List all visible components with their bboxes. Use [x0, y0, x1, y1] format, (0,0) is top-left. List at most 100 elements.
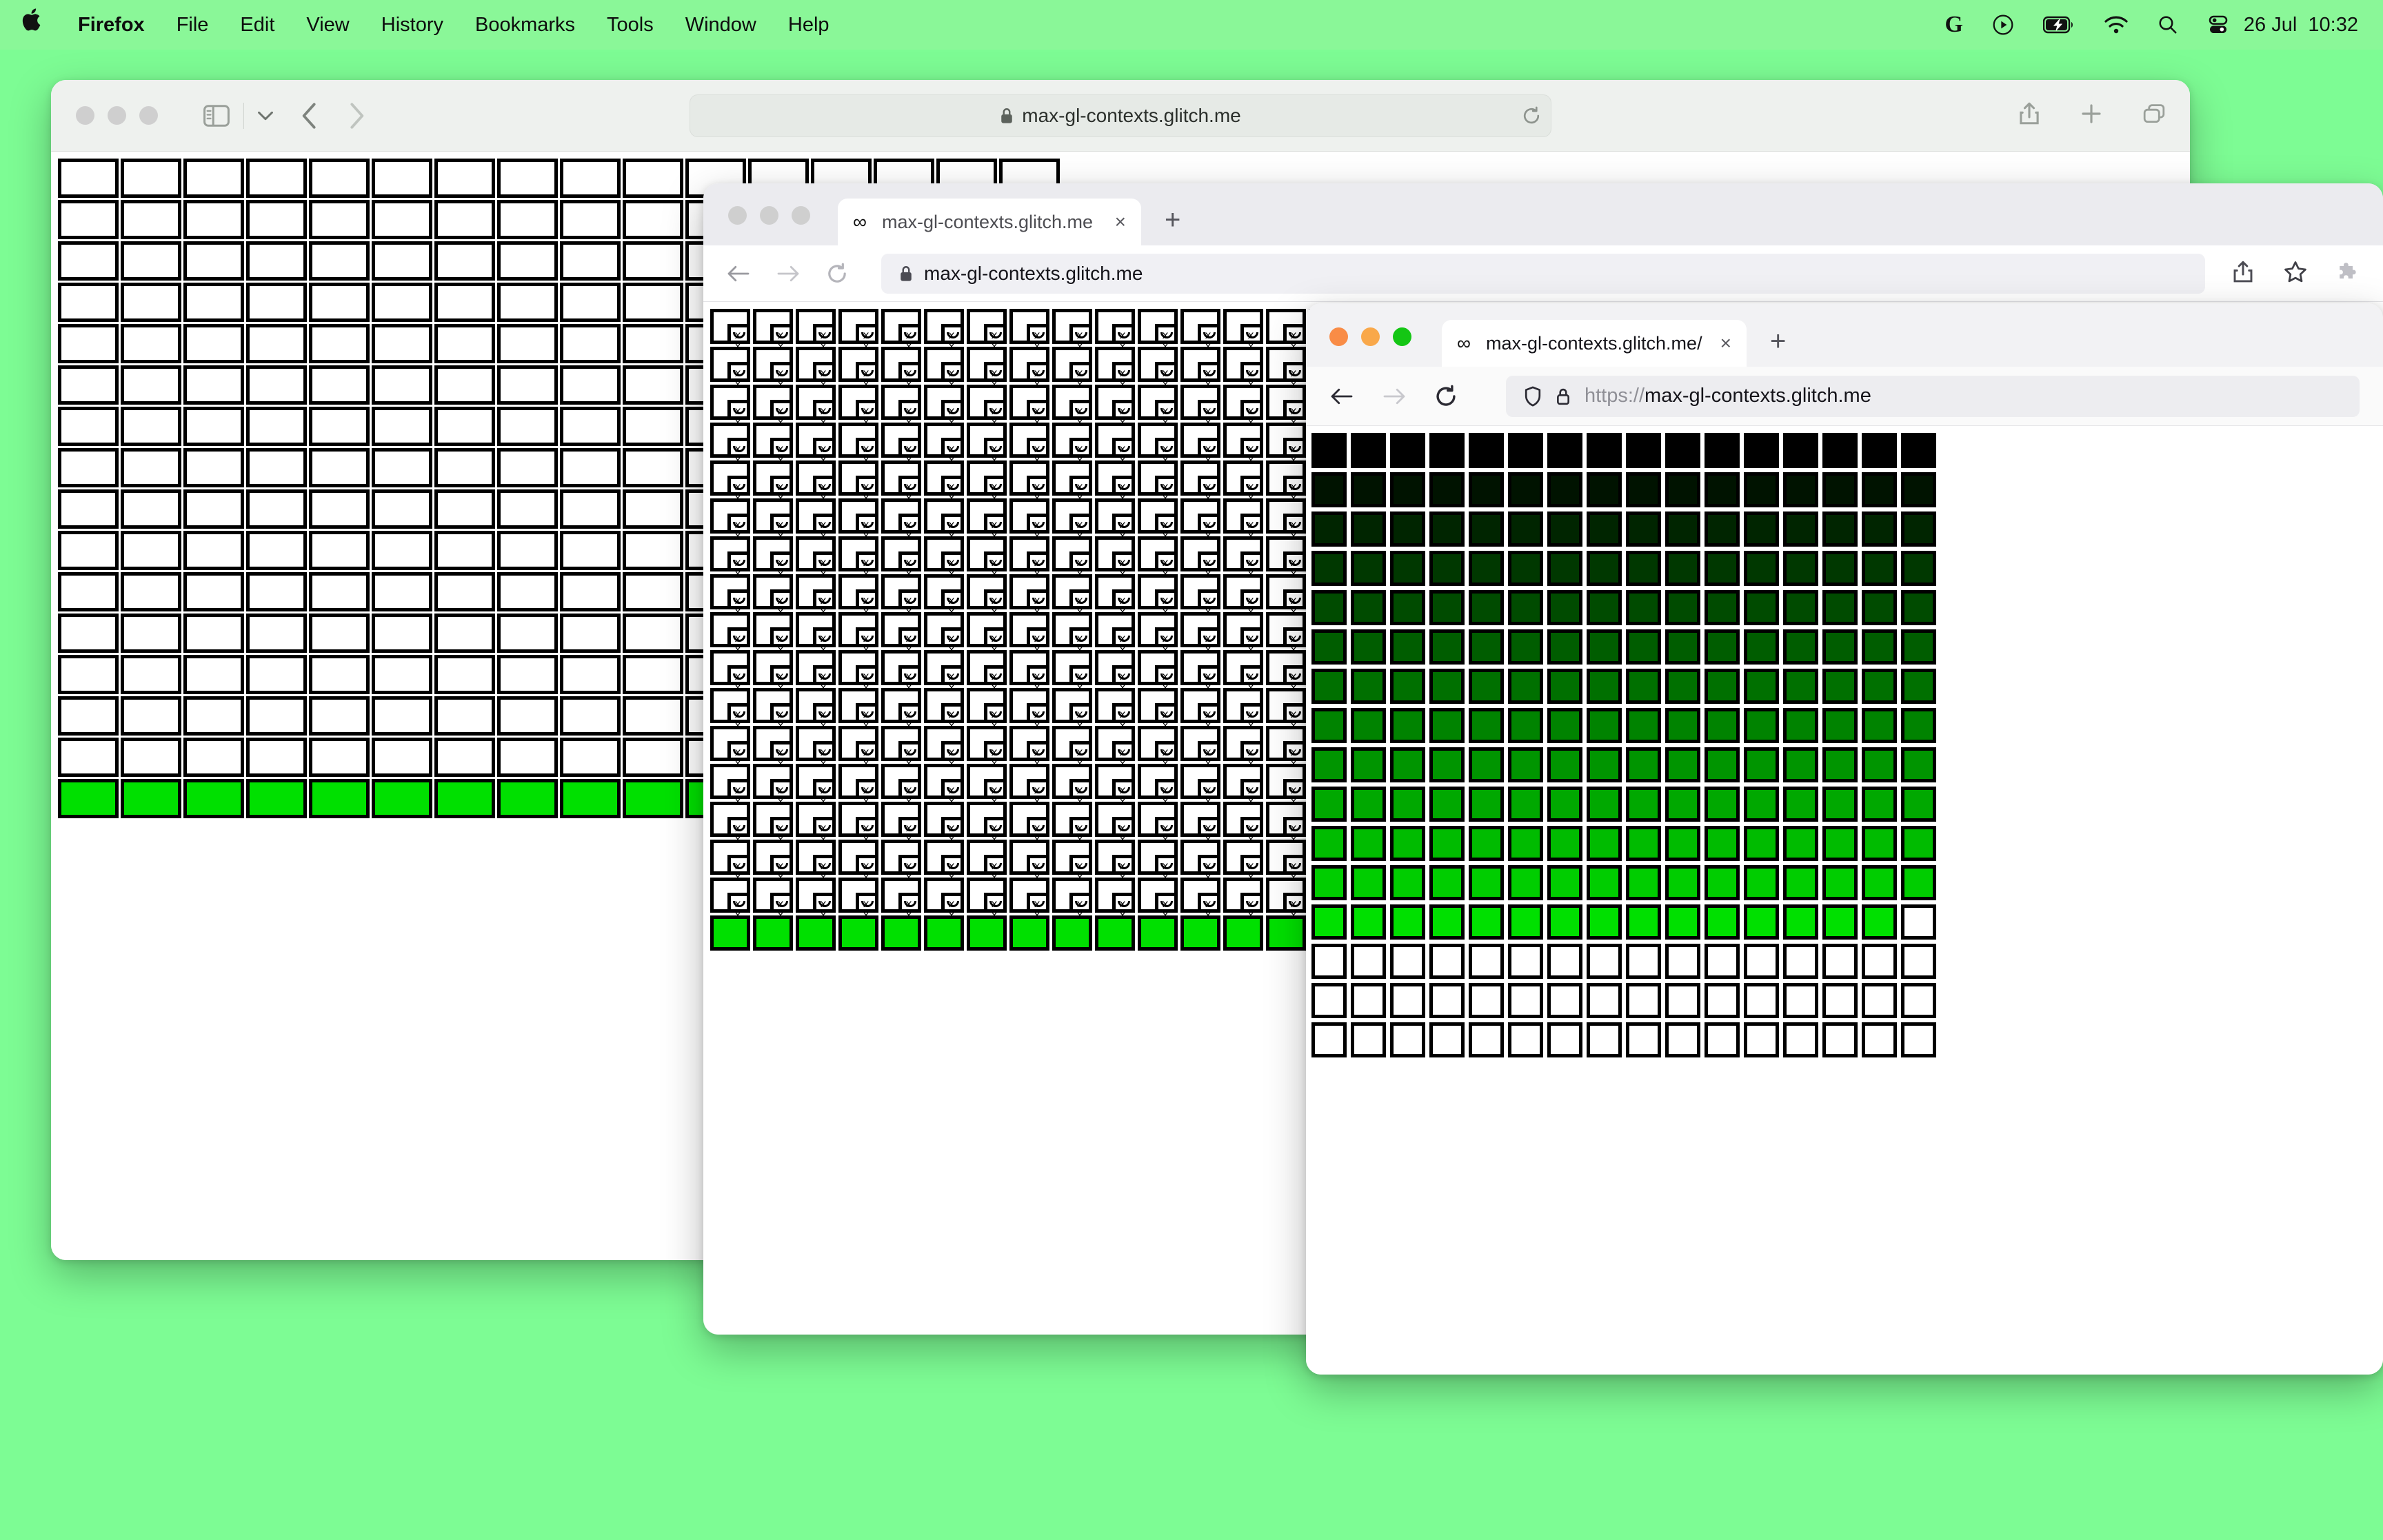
forward-arrow-icon[interactable] — [1382, 387, 1407, 406]
share-icon[interactable] — [2019, 101, 2040, 130]
plus-icon[interactable] — [2081, 103, 2102, 128]
broken-canvas-sad-face-icon: x x — [1223, 612, 1263, 656]
tab-overview-icon[interactable] — [2143, 103, 2165, 128]
menu-item-bookmarks[interactable]: Bookmarks — [474, 13, 576, 36]
new-tab-button[interactable]: + — [1769, 326, 1787, 356]
sad-face-icon: x x — [898, 324, 918, 352]
webgl-context-cell — [967, 915, 1007, 951]
maximize-button[interactable] — [1393, 327, 1411, 346]
broken-canvas-sad-face-icon: x x — [1095, 460, 1135, 504]
sad-face-icon: x x — [1240, 779, 1260, 807]
shield-icon[interactable] — [1524, 386, 1542, 407]
back-arrow-icon[interactable] — [727, 264, 750, 283]
menu-item-firefox[interactable]: Firefox — [78, 13, 145, 36]
firefox-address-bar-front[interactable]: https://max-gl-contexts.glitch.me — [1506, 375, 2360, 417]
sad-face-mouth — [861, 787, 874, 794]
sad-face-mouth — [1203, 598, 1216, 605]
share-icon[interactable] — [2233, 260, 2253, 287]
menu-item-help[interactable]: Help — [787, 13, 829, 36]
menu-bar-clock[interactable]: 26 Jul 10:32 — [2244, 14, 2383, 37]
menu-item-history[interactable]: History — [381, 13, 443, 36]
webgl-context-cell — [623, 283, 683, 322]
google-g-icon[interactable]: G — [1930, 12, 1977, 38]
sad-face-icon: x x — [813, 893, 832, 921]
window-traffic-lights[interactable] — [1329, 327, 1411, 346]
menu-item-tools[interactable]: Tools — [607, 13, 654, 36]
sad-face-mouth — [903, 787, 916, 794]
puzzle-piece-icon[interactable] — [2337, 261, 2360, 286]
sad-face-icon: x x — [1112, 665, 1132, 693]
webgl-context-cell — [58, 365, 119, 405]
sad-face-icon: x x — [856, 476, 875, 504]
webgl-context-cell — [497, 241, 558, 281]
webgl-context-cell — [1587, 433, 1622, 468]
menu-item-file[interactable]: File — [176, 13, 209, 36]
control-center-icon[interactable] — [2193, 14, 2244, 36]
browser-tab[interactable]: ∞ max-gl-contexts.glitch.me × — [838, 199, 1141, 245]
close-tab-icon[interactable]: × — [1720, 332, 1731, 354]
sad-face-icon: x x — [1198, 665, 1217, 693]
maximize-button[interactable] — [792, 206, 810, 225]
close-button[interactable] — [1329, 327, 1348, 346]
broken-canvas-sad-face-icon: x x — [753, 536, 793, 580]
safari-address-bar[interactable]: max-gl-contexts.glitch.me — [690, 94, 1551, 137]
back-arrow-icon[interactable] — [301, 102, 319, 130]
new-tab-button[interactable]: + — [1165, 205, 1181, 235]
sad-face-icon: x x — [856, 589, 875, 618]
sad-face-icon: x x — [984, 514, 1003, 542]
battery-charging-icon[interactable] — [2029, 16, 2089, 34]
broken-canvas-sad-face-icon: x x — [1095, 840, 1135, 883]
menu-item-view[interactable]: View — [306, 13, 350, 36]
sad-face-icon: x x — [1069, 514, 1089, 542]
webgl-context-cell — [183, 159, 244, 198]
sad-face-mouth — [732, 522, 745, 529]
sad-face-mouth — [946, 332, 959, 339]
reload-icon[interactable] — [1522, 106, 1541, 125]
close-button[interactable] — [728, 206, 747, 225]
broken-canvas-sad-face-icon: x x — [1009, 726, 1049, 769]
lock-icon[interactable] — [1556, 387, 1571, 405]
broken-canvas-sad-face-icon: x x — [710, 460, 750, 504]
forward-arrow-icon[interactable] — [776, 264, 800, 283]
broken-canvas-sad-face-icon: x x — [924, 536, 964, 580]
close-button[interactable] — [76, 106, 94, 125]
sad-face-mouth — [946, 598, 959, 605]
broken-canvas-sad-face-icon: x x — [710, 650, 750, 693]
broken-canvas-sad-face-icon: x x — [1095, 309, 1135, 352]
webgl-context-cell — [1351, 669, 1386, 704]
sad-face-icon: x x — [1240, 817, 1260, 845]
sidebar-icon[interactable] — [203, 104, 230, 127]
star-icon[interactable] — [2284, 261, 2307, 286]
close-tab-icon[interactable]: × — [1114, 211, 1126, 232]
broken-canvas-sad-face-icon: x x — [881, 460, 921, 504]
menu-item-edit[interactable]: Edit — [240, 13, 275, 36]
play-circle-icon[interactable] — [1978, 14, 2029, 36]
sad-face-icon: x x — [1283, 362, 1303, 390]
minimize-button[interactable] — [108, 106, 126, 125]
maximize-button[interactable] — [139, 106, 158, 125]
minimize-button[interactable] — [1361, 327, 1380, 346]
wifi-icon[interactable] — [2089, 15, 2143, 34]
search-icon[interactable] — [2143, 14, 2193, 35]
apple-menu-icon[interactable] — [21, 8, 41, 38]
webgl-context-cell — [497, 448, 558, 487]
chevron-down-icon[interactable] — [258, 110, 273, 121]
webgl-context-cell — [1626, 904, 1661, 940]
forward-arrow-icon[interactable] — [348, 102, 365, 130]
sad-face-icon: x x — [898, 514, 918, 542]
sad-face-icon: x x — [984, 665, 1003, 693]
firefox-address-bar-middle[interactable]: max-gl-contexts.glitch.me — [881, 253, 2205, 294]
menu-item-window[interactable]: Window — [685, 13, 756, 36]
webgl-context-cell — [1705, 747, 1740, 782]
firefox-browser-window-front[interactable]: ∞ max-gl-contexts.glitch.me/ × + https:/… — [1306, 303, 2383, 1375]
webgl-context-cell — [309, 283, 370, 322]
sad-face-mouth — [1245, 636, 1258, 642]
reload-icon[interactable] — [1434, 385, 1458, 408]
reload-icon[interactable] — [826, 263, 848, 285]
minimize-button[interactable] — [760, 206, 778, 225]
window-traffic-lights[interactable] — [76, 106, 158, 125]
back-arrow-icon[interactable] — [1329, 387, 1354, 406]
window-traffic-lights[interactable] — [728, 206, 810, 225]
webgl-context-cell — [309, 655, 370, 694]
browser-tab[interactable]: ∞ max-gl-contexts.glitch.me/ × — [1442, 320, 1747, 367]
